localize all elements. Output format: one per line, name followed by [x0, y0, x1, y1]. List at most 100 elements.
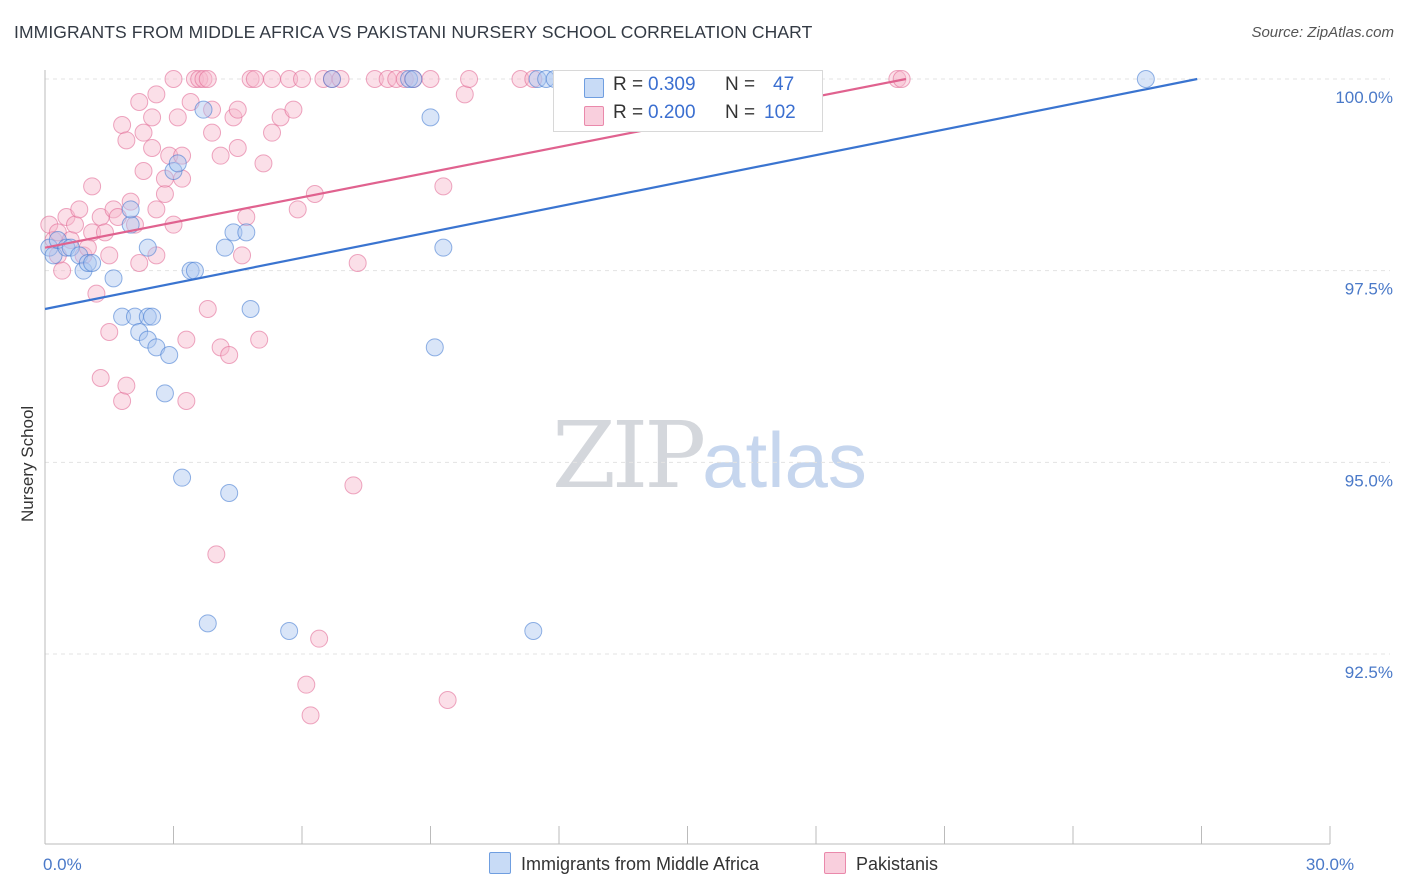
- point-middle-africa: [121, 215, 140, 234]
- blue-swatch: [584, 78, 604, 98]
- legend-item-middle-africa: Immigrants from Middle Africa: [489, 852, 759, 875]
- point-middle-africa: [224, 223, 243, 242]
- point-pakistanis: [143, 139, 162, 157]
- point-middle-africa: [524, 622, 543, 640]
- point-pakistanis: [460, 70, 479, 88]
- point-pakistanis: [288, 200, 307, 219]
- point-pakistanis: [113, 116, 132, 134]
- point-pakistanis: [117, 376, 136, 395]
- point-pakistanis: [130, 254, 149, 272]
- point-pakistanis: [263, 70, 282, 88]
- stats-legend: R = 0.309 N = 47 R = 0.200 N = 102: [553, 70, 823, 132]
- point-pakistanis: [117, 131, 136, 150]
- point-middle-africa: [241, 300, 260, 318]
- point-middle-africa: [185, 261, 204, 280]
- point-middle-africa: [155, 384, 174, 403]
- y-tick-label: 92.5%: [1345, 663, 1393, 682]
- point-pakistanis: [164, 70, 183, 88]
- point-middle-africa: [78, 254, 97, 272]
- point-pakistanis: [134, 162, 153, 180]
- point-middle-africa: [143, 307, 162, 326]
- point-middle-africa: [121, 200, 140, 219]
- point-middle-africa: [215, 238, 234, 257]
- point-middle-africa: [168, 154, 187, 173]
- point-pakistanis: [284, 100, 303, 119]
- point-pakistanis: [263, 123, 282, 142]
- point-pakistanis: [301, 706, 320, 725]
- point-pakistanis: [168, 108, 187, 127]
- y-axis-label: Nursery School: [18, 405, 37, 522]
- point-pakistanis: [220, 346, 239, 364]
- legend-swatch-pink: [824, 852, 846, 874]
- point-pakistanis: [233, 246, 252, 265]
- point-middle-africa: [160, 346, 179, 364]
- point-pakistanis: [91, 369, 110, 387]
- point-pakistanis: [254, 154, 273, 173]
- point-pakistanis: [297, 675, 316, 694]
- r-label: R =: [613, 102, 644, 123]
- point-pakistanis: [177, 392, 196, 410]
- point-pakistanis: [348, 254, 367, 272]
- watermark-zip: ZIP: [552, 402, 706, 509]
- point-pakistanis: [100, 323, 119, 341]
- n-value: 47: [773, 74, 795, 95]
- point-pakistanis: [194, 70, 213, 88]
- r-value: 0.309: [648, 74, 696, 95]
- point-pakistanis: [147, 85, 166, 104]
- point-middle-africa: [322, 70, 341, 88]
- chart-source: Source: ZipAtlas.com: [1251, 24, 1394, 41]
- point-pakistanis: [198, 70, 217, 88]
- point-pakistanis: [438, 691, 457, 709]
- point-pakistanis: [280, 70, 299, 88]
- point-pakistanis: [241, 70, 260, 88]
- point-middle-africa: [434, 238, 453, 257]
- point-pakistanis: [293, 70, 311, 88]
- point-pakistanis: [134, 123, 153, 142]
- point-pakistanis: [100, 246, 119, 265]
- point-pakistanis: [421, 70, 440, 88]
- y-tick-label: 100.0%: [1335, 88, 1393, 107]
- point-middle-africa: [421, 108, 440, 127]
- point-pakistanis: [310, 629, 329, 648]
- r-value: 0.200: [648, 102, 696, 123]
- point-middle-africa: [198, 614, 217, 633]
- y-tick-label: 95.0%: [1345, 471, 1393, 490]
- point-pakistanis: [113, 392, 132, 410]
- point-pakistanis: [524, 70, 543, 88]
- point-middle-africa: [194, 100, 213, 119]
- pink-swatch: [584, 106, 604, 126]
- point-pakistanis: [344, 476, 363, 495]
- point-pakistanis: [95, 223, 114, 242]
- y-axis-label-wrap: Nursery School: [18, 406, 40, 662]
- point-pakistanis: [207, 545, 226, 564]
- watermark-atlas: atlas: [702, 416, 867, 504]
- point-pakistanis: [177, 330, 196, 349]
- point-pakistanis: [70, 200, 89, 219]
- point-pakistanis: [65, 215, 84, 234]
- point-pakistanis: [245, 70, 264, 88]
- point-middle-africa: [237, 223, 256, 242]
- point-middle-africa: [173, 468, 192, 487]
- point-pakistanis: [130, 93, 149, 111]
- n-value: 102: [764, 102, 796, 123]
- point-middle-africa: [1136, 70, 1155, 88]
- point-middle-africa: [104, 269, 123, 288]
- point-pakistanis: [198, 300, 217, 318]
- point-pakistanis: [237, 208, 256, 226]
- legend-label-pakistanis: Pakistanis: [856, 854, 939, 874]
- x-tick-label: 0.0%: [43, 855, 82, 874]
- point-pakistanis: [203, 123, 222, 142]
- point-pakistanis: [53, 261, 72, 280]
- legend-swatch-blue: [489, 852, 511, 874]
- point-middle-africa: [400, 70, 419, 88]
- r-label: R =: [613, 74, 644, 95]
- point-middle-africa: [425, 338, 444, 357]
- point-pakistanis: [250, 330, 269, 349]
- point-middle-africa: [113, 307, 132, 326]
- x-tick-label: 30.0%: [1306, 855, 1354, 874]
- chart-title: IMMIGRANTS FROM MIDDLE AFRICA VS PAKISTA…: [14, 22, 813, 42]
- legend-item-pakistanis: Pakistanis: [824, 852, 938, 875]
- point-pakistanis: [155, 185, 174, 203]
- point-pakistanis: [211, 146, 230, 165]
